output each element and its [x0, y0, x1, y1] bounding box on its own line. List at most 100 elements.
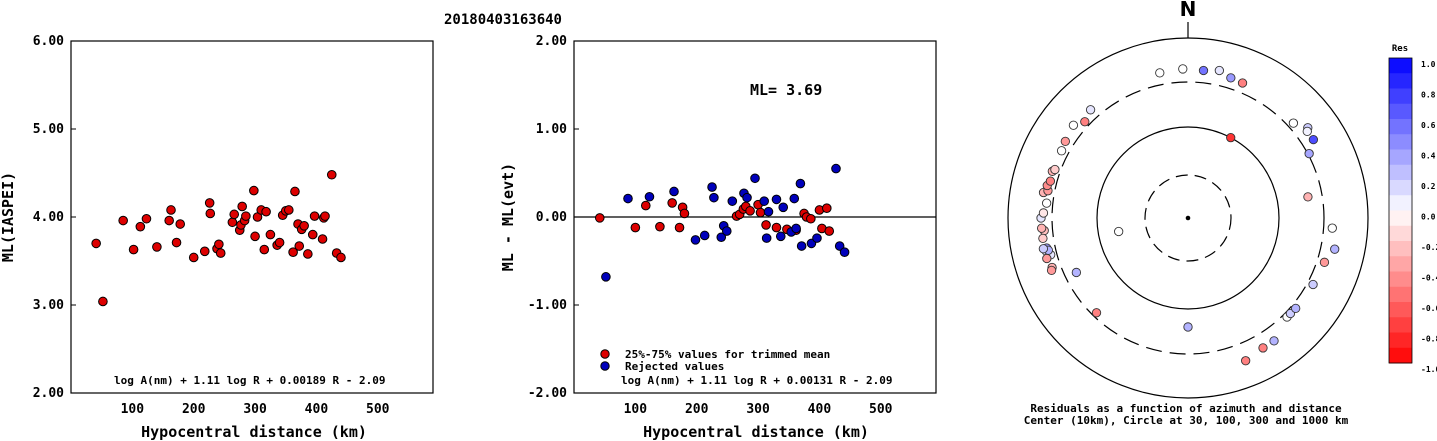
- data-point: [215, 248, 226, 258]
- data-point: [290, 186, 300, 197]
- rejected-data-point: [707, 182, 717, 192]
- colorbar-cell: [1389, 332, 1412, 349]
- legend-marker-rejected: [600, 361, 610, 371]
- rejected-data-point: [763, 206, 774, 217]
- station-residual-point: [1042, 253, 1052, 264]
- x-axis-label: Hypocentral distance (km): [643, 423, 869, 441]
- data-point: [806, 213, 816, 224]
- data-point: [98, 296, 108, 307]
- rejected-data-point: [601, 272, 611, 282]
- colorbar-tick-label: -0.2: [1421, 243, 1437, 252]
- rejected-data-point: [831, 163, 841, 174]
- data-point: [259, 244, 270, 255]
- data-point: [288, 247, 298, 257]
- data-point: [171, 237, 182, 248]
- station-residual-point: [1319, 257, 1330, 267]
- station-residual-point: [1241, 356, 1251, 366]
- rejected-data-point: [778, 202, 789, 213]
- data-point: [274, 237, 285, 248]
- station-residual-point: [1045, 176, 1056, 186]
- station-residual-point: [1060, 136, 1070, 147]
- colorbar-cell: [1389, 164, 1412, 181]
- station-residual-point: [1214, 65, 1225, 76]
- y-tick-label: 2.00: [536, 34, 567, 49]
- colorbar-cell: [1389, 347, 1412, 364]
- rejected-data-point: [791, 223, 801, 234]
- rejected-data-point: [795, 178, 806, 189]
- y-tick-label: 5.00: [33, 122, 64, 137]
- station-residual-point: [1302, 126, 1312, 137]
- station-residual-point: [1178, 64, 1188, 74]
- station-residual-point: [1303, 192, 1313, 202]
- station-residual-point: [1080, 117, 1090, 127]
- y-tick-labels: -2.00 -1.00 0.00 1.00 2.00: [528, 34, 579, 401]
- data-point: [164, 215, 174, 226]
- station-residual-point: [1037, 223, 1047, 233]
- colorbar-cell: [1389, 256, 1412, 272]
- x-tick-label: 500: [366, 402, 390, 417]
- colorbar-cell: [1389, 180, 1412, 196]
- y-tick-label: 1.00: [536, 122, 567, 137]
- rejected-data-point: [644, 191, 655, 202]
- station-residual-point: [1327, 223, 1337, 233]
- north-label: N: [1180, 0, 1197, 21]
- y-axis-label: ML - ML(evt): [499, 163, 517, 271]
- x-tick-label: 200: [685, 402, 709, 417]
- colorbar-cell: [1389, 73, 1412, 89]
- station-residual-point: [1041, 198, 1052, 208]
- colorbar-cell: [1389, 103, 1412, 120]
- data-point: [237, 201, 247, 212]
- colorbar-cell: [1389, 317, 1412, 333]
- data-point: [336, 252, 346, 263]
- data-point: [128, 244, 139, 255]
- data-point: [303, 249, 313, 259]
- x-tick-label: 200: [182, 402, 206, 417]
- data-point: [265, 229, 276, 240]
- colorbar-cell: [1389, 119, 1412, 135]
- station-residual-point: [1308, 134, 1319, 145]
- y-tick-labels: 2.00 3.00 4.00 5.00 6.00: [33, 34, 76, 401]
- station-residual-point: [1198, 65, 1209, 76]
- rejected-data-point: [727, 196, 738, 206]
- colorbar-cell: [1389, 88, 1412, 105]
- station-residual-point: [1226, 73, 1236, 83]
- data-point: [188, 252, 199, 263]
- center-dot: [1185, 215, 1191, 221]
- data-point: [249, 185, 259, 196]
- station-residual-point: [1288, 118, 1299, 128]
- colorbar-cell: [1389, 134, 1412, 150]
- rejected-data-point: [716, 232, 727, 243]
- data-point: [667, 198, 677, 208]
- colorbar-cell: [1389, 271, 1412, 288]
- colorbar-tick-label: -0.6: [1421, 304, 1437, 313]
- data-point: [214, 239, 224, 250]
- y-tick-label: -1.00: [528, 298, 567, 313]
- rejected-data-point: [669, 186, 679, 197]
- ml-annotation: ML= 3.69: [750, 81, 822, 99]
- rejected-data-point: [709, 192, 719, 203]
- ring-100km: [1096, 126, 1280, 310]
- rejected-data-point: [742, 192, 752, 203]
- station-residual-point: [1330, 244, 1340, 254]
- colorbar-cell: [1389, 286, 1412, 303]
- station-residual-point: [1056, 146, 1067, 156]
- data-point: [309, 211, 320, 221]
- legend-label-rejected: Rejected values: [625, 360, 724, 373]
- station-residual-point: [1114, 226, 1124, 237]
- data-point: [152, 242, 162, 252]
- data-point: [824, 226, 835, 236]
- colorbar-cell: [1389, 58, 1412, 74]
- y-tick-label: 3.00: [33, 298, 64, 313]
- station-residual-point: [1258, 343, 1268, 353]
- figure-title: 20180403163640: [444, 12, 562, 28]
- colorbar-cell: [1389, 149, 1412, 166]
- data-point: [679, 208, 690, 219]
- data-point: [317, 234, 328, 244]
- colorbar-tick-label: 0.8: [1421, 91, 1436, 100]
- colorbar-cell: [1389, 210, 1412, 227]
- data-point: [199, 246, 210, 257]
- data-point: [640, 200, 651, 211]
- station-residual-point: [1050, 164, 1060, 175]
- colorbar-tick-label: 0.0: [1421, 213, 1436, 222]
- rejected-data-point: [690, 235, 701, 245]
